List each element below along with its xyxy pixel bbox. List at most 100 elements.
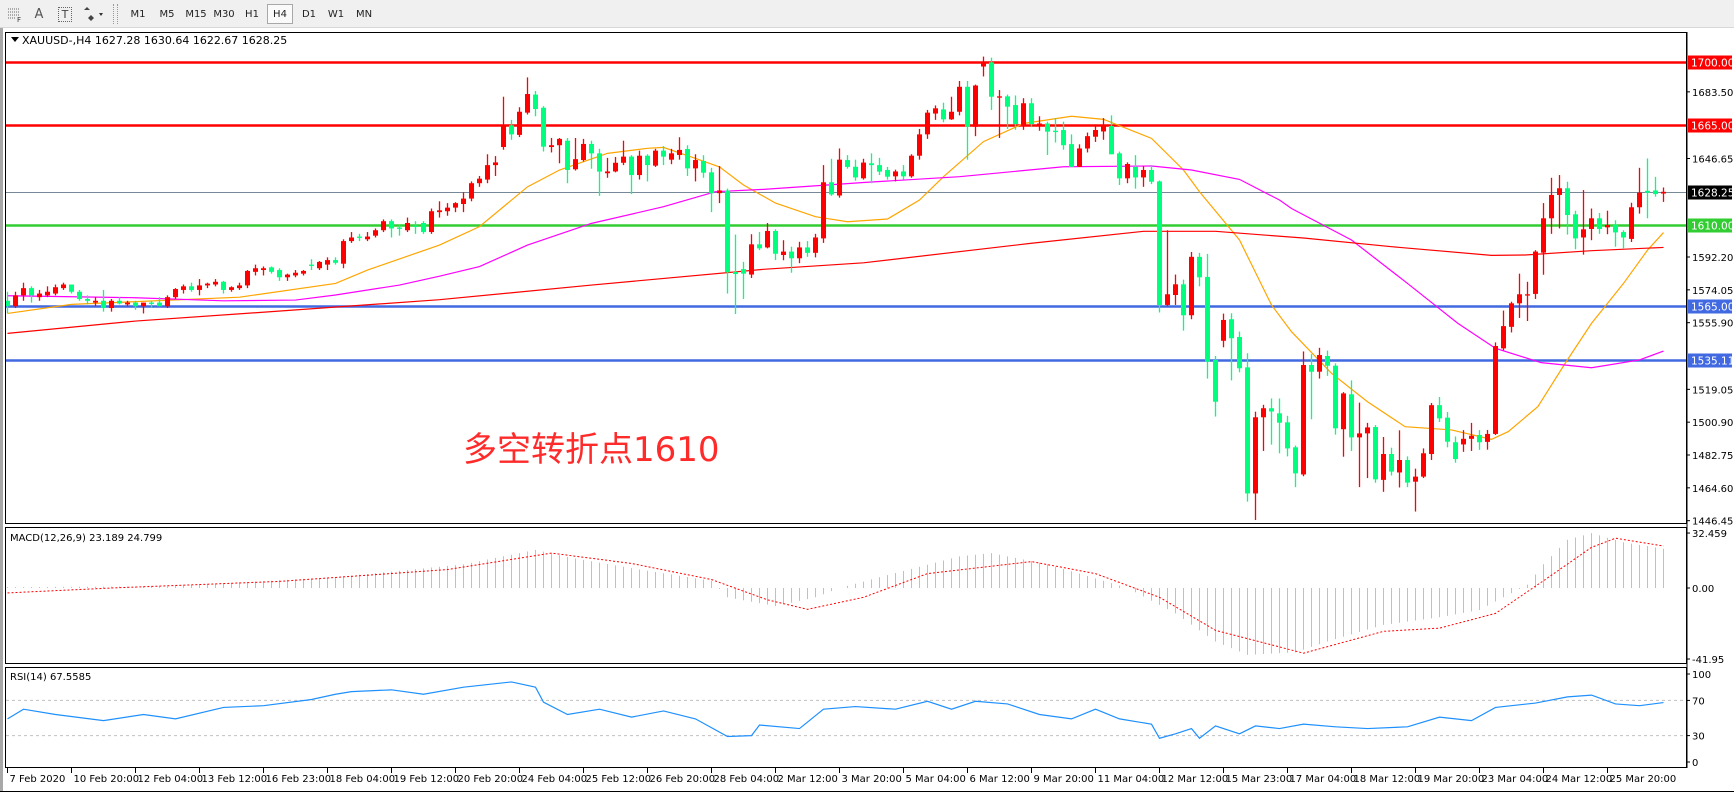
candle[interactable] [13, 291, 18, 309]
candle[interactable] [741, 261, 746, 299]
candle[interactable] [1053, 118, 1058, 143]
candle[interactable] [157, 297, 162, 307]
candle[interactable] [1413, 468, 1418, 512]
candle[interactable] [1061, 121, 1066, 150]
candle[interactable] [1125, 162, 1130, 184]
candle[interactable] [685, 145, 690, 176]
candle[interactable] [189, 282, 194, 292]
candle[interactable] [245, 270, 250, 289]
candle[interactable] [1621, 230, 1626, 249]
candle[interactable] [1501, 310, 1506, 351]
timeframe-m1[interactable]: M1 [130, 8, 146, 20]
candle[interactable] [781, 240, 786, 261]
candle[interactable] [717, 166, 722, 204]
candle[interactable] [925, 109, 930, 139]
candle[interactable] [445, 203, 450, 216]
timeframe-mn[interactable]: MN [355, 8, 373, 20]
candle[interactable] [509, 119, 514, 140]
candle[interactable] [581, 138, 586, 162]
candle[interactable] [221, 280, 226, 294]
candle[interactable] [1397, 430, 1402, 488]
candle[interactable] [645, 154, 650, 182]
candle[interactable] [693, 154, 698, 182]
candle[interactable] [69, 284, 74, 294]
candle[interactable] [1301, 351, 1306, 477]
candle[interactable] [1461, 430, 1466, 452]
timeframe-m30[interactable]: M30 [213, 8, 235, 20]
candle[interactable] [277, 268, 282, 281]
candle[interactable] [501, 96, 506, 150]
candle[interactable] [461, 192, 466, 213]
candle[interactable] [1469, 422, 1474, 451]
candle[interactable] [1005, 94, 1010, 129]
candle[interactable] [709, 167, 714, 213]
candle[interactable] [29, 286, 34, 303]
candle[interactable] [1445, 412, 1450, 448]
candle[interactable] [21, 282, 26, 301]
candle[interactable] [325, 257, 330, 271]
candle[interactable] [701, 155, 706, 178]
candle[interactable] [1549, 177, 1554, 234]
candle[interactable] [1597, 213, 1602, 234]
candle[interactable] [1605, 210, 1610, 235]
candle[interactable] [1285, 415, 1290, 457]
candle[interactable] [1181, 279, 1186, 331]
candle[interactable] [557, 137, 562, 164]
candle[interactable] [541, 106, 546, 152]
candle[interactable] [1149, 165, 1154, 185]
candle[interactable] [117, 297, 122, 305]
candle[interactable] [1293, 445, 1298, 488]
candle[interactable] [1189, 251, 1194, 320]
candle[interactable] [1357, 402, 1362, 488]
candle[interactable] [1317, 347, 1322, 379]
candle[interactable] [1541, 203, 1546, 275]
candle[interactable] [837, 148, 842, 198]
candle[interactable] [261, 266, 266, 276]
candle[interactable] [1109, 115, 1114, 155]
candle[interactable] [573, 137, 578, 171]
candle[interactable] [477, 175, 482, 187]
candle[interactable] [1013, 95, 1018, 130]
candle[interactable] [1653, 176, 1658, 197]
candle[interactable] [989, 57, 994, 110]
candle[interactable] [1565, 181, 1570, 235]
candle[interactable] [661, 146, 666, 166]
candle[interactable] [917, 128, 922, 160]
candle[interactable] [621, 140, 626, 166]
candle[interactable] [1277, 398, 1282, 454]
timeframe-m5[interactable]: M5 [159, 8, 175, 20]
candle[interactable] [61, 282, 66, 290]
candle[interactable] [285, 273, 290, 281]
candle[interactable] [1077, 144, 1082, 167]
candle[interactable] [829, 158, 834, 196]
candle[interactable] [485, 154, 490, 184]
candle[interactable] [197, 279, 202, 296]
candle[interactable] [1085, 132, 1090, 153]
candle[interactable] [421, 221, 426, 234]
period-separator-icon[interactable]: F [4, 4, 26, 24]
candle[interactable] [357, 233, 362, 242]
candle[interactable] [349, 232, 354, 243]
candle[interactable] [669, 148, 674, 165]
candle[interactable] [765, 223, 770, 249]
candle[interactable] [565, 137, 570, 184]
candle[interactable] [901, 165, 906, 180]
candle[interactable] [493, 156, 498, 176]
candle[interactable] [1613, 220, 1618, 247]
candle[interactable] [397, 224, 402, 236]
candle[interactable] [1349, 380, 1354, 451]
text-box-icon[interactable]: T [54, 4, 76, 24]
candle[interactable] [1637, 167, 1642, 214]
candle[interactable] [725, 188, 730, 294]
candle[interactable] [1141, 166, 1146, 187]
candle[interactable] [1245, 353, 1250, 502]
candle[interactable] [1381, 437, 1386, 492]
candle[interactable] [1333, 363, 1338, 435]
candle[interactable] [125, 300, 130, 307]
candle[interactable] [301, 270, 306, 276]
candle[interactable] [1021, 98, 1026, 130]
candle[interactable] [965, 80, 970, 160]
candle[interactable] [1197, 252, 1202, 287]
candle[interactable] [653, 148, 658, 167]
candle[interactable] [1517, 273, 1522, 318]
